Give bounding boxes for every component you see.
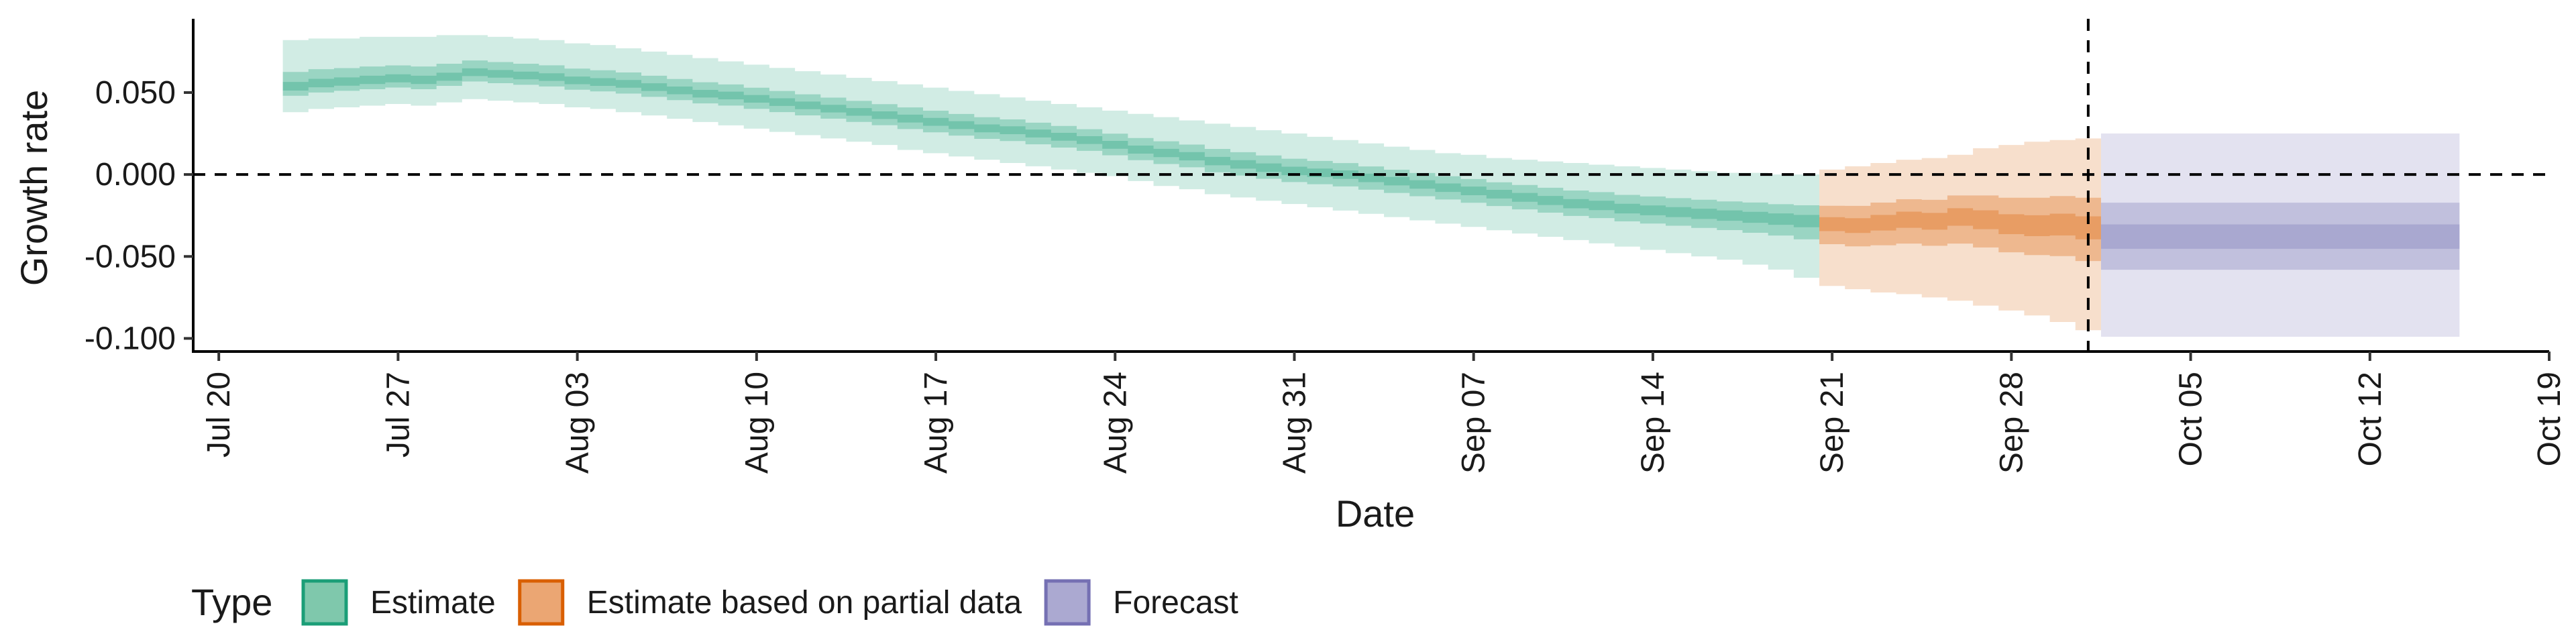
estimate-based-on-partial-data-ribbon-90: [1819, 138, 2101, 331]
legend-label: Estimate based on partial data: [587, 585, 1022, 621]
estimate-based-on-partial-data-ribbon-20: [1819, 208, 2101, 239]
forecast-ribbon-20: [2100, 224, 2460, 249]
x-tick-label: Sep 14: [1635, 372, 1671, 474]
y-tick-label: 0.000: [95, 157, 176, 193]
legend: Type Estimate Estimate based on partial d…: [191, 579, 1238, 626]
x-tick-label: Oct 19: [2532, 372, 2567, 466]
estimate-ribbon-90: [282, 35, 1820, 278]
legend-swatch: [301, 579, 348, 626]
x-tick-label: Aug 24: [1097, 372, 1133, 474]
legend-swatch: [1044, 579, 1091, 626]
x-tick-label: Oct 05: [2174, 372, 2209, 466]
estimate-based-on-partial-data-ribbon-50: [1819, 195, 2101, 262]
x-tick-label: Aug 10: [739, 372, 775, 474]
axes: 0.050 0.000 -0.050 -0.100 Jul 20 Jul 27 Aug 03…: [85, 19, 2567, 474]
reference-lines: [193, 19, 2549, 352]
x-tick-label: Aug 17: [918, 372, 954, 474]
forecast-ribbon-90: [2100, 133, 2460, 337]
x-tick-label: Sep 28: [1994, 372, 2029, 474]
legend-title: Type: [191, 581, 272, 623]
x-tick-label: Oct 12: [2353, 372, 2388, 466]
estimate-ribbon-50: [282, 60, 1820, 239]
legend-entries: Estimate Estimate based on partial data Fo…: [301, 579, 1238, 626]
x-tick-label: Jul 20: [201, 372, 237, 458]
ribbon-layer: [282, 35, 2460, 337]
estimate-ribbon-20: [282, 68, 1820, 227]
x-tick-label: Aug 31: [1277, 372, 1312, 474]
x-tick-label: Jul 27: [380, 372, 416, 458]
y-tick-label: -0.050: [85, 239, 176, 274]
legend-label: Estimate: [370, 585, 496, 621]
y-tick-label: -0.100: [85, 321, 176, 356]
forecast-ribbon-50: [2100, 203, 2460, 270]
y-axis-title: Growth rate: [13, 90, 55, 286]
legend-swatch: [518, 579, 565, 626]
legend-label: Forecast: [1113, 585, 1238, 621]
y-tick-label: 0.050: [95, 75, 176, 111]
x-tick-label: Aug 03: [560, 372, 596, 474]
x-tick-label: Sep 07: [1456, 372, 1492, 474]
x-axis-title: Date: [1336, 492, 1415, 535]
x-tick-label: Sep 21: [1815, 372, 1850, 474]
